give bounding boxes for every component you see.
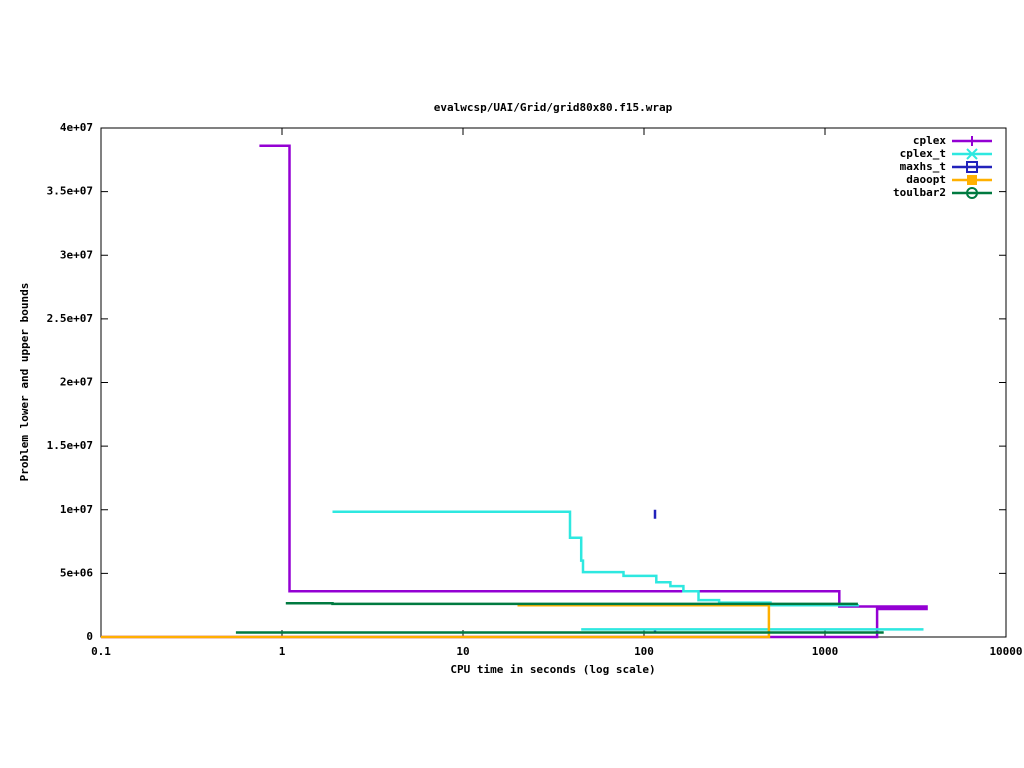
x-tick-label: 1000 — [812, 645, 839, 658]
legend-label: cplex — [913, 134, 946, 147]
legend-marker — [966, 148, 978, 160]
x-tick-label: 1 — [279, 645, 286, 658]
legend-marker — [967, 136, 977, 146]
x-axis-label: CPU time in seconds (log scale) — [450, 663, 655, 676]
legend-marker — [967, 175, 977, 185]
y-tick-label: 2.5e+07 — [47, 312, 93, 325]
legend-label: toulbar2 — [893, 186, 946, 199]
x-tick-label: 10 — [456, 645, 469, 658]
x-tick-label: 10000 — [989, 645, 1022, 658]
x-tick-label: 100 — [634, 645, 654, 658]
y-tick-label: 4e+07 — [60, 121, 93, 134]
y-tick-label: 3.5e+07 — [47, 185, 93, 198]
series-line — [101, 603, 771, 639]
legend-marker — [966, 161, 978, 173]
series-line — [101, 144, 928, 639]
y-tick-label: 2e+07 — [60, 376, 93, 389]
legend-marker — [966, 187, 978, 199]
y-tick-label: 0 — [86, 630, 93, 643]
y-tick-label: 5e+06 — [60, 566, 93, 579]
legend-label: daoopt — [906, 173, 946, 186]
y-tick-label: 3e+07 — [60, 248, 93, 261]
legend-label: cplex_t — [900, 147, 946, 160]
y-tick-label: 1e+07 — [60, 503, 93, 516]
series-line — [235, 602, 884, 634]
plot-frame — [100, 127, 1007, 638]
y-tick-label: 1.5e+07 — [47, 439, 93, 452]
chart-title: evalwcsp/UAI/Grid/grid80x80.f15.wrap — [434, 101, 673, 114]
legend-label: maxhs_t — [900, 160, 946, 173]
y-axis-label: Problem lower and upper bounds — [18, 283, 31, 482]
series-line — [332, 510, 924, 631]
x-tick-label: 0.1 — [91, 645, 111, 658]
